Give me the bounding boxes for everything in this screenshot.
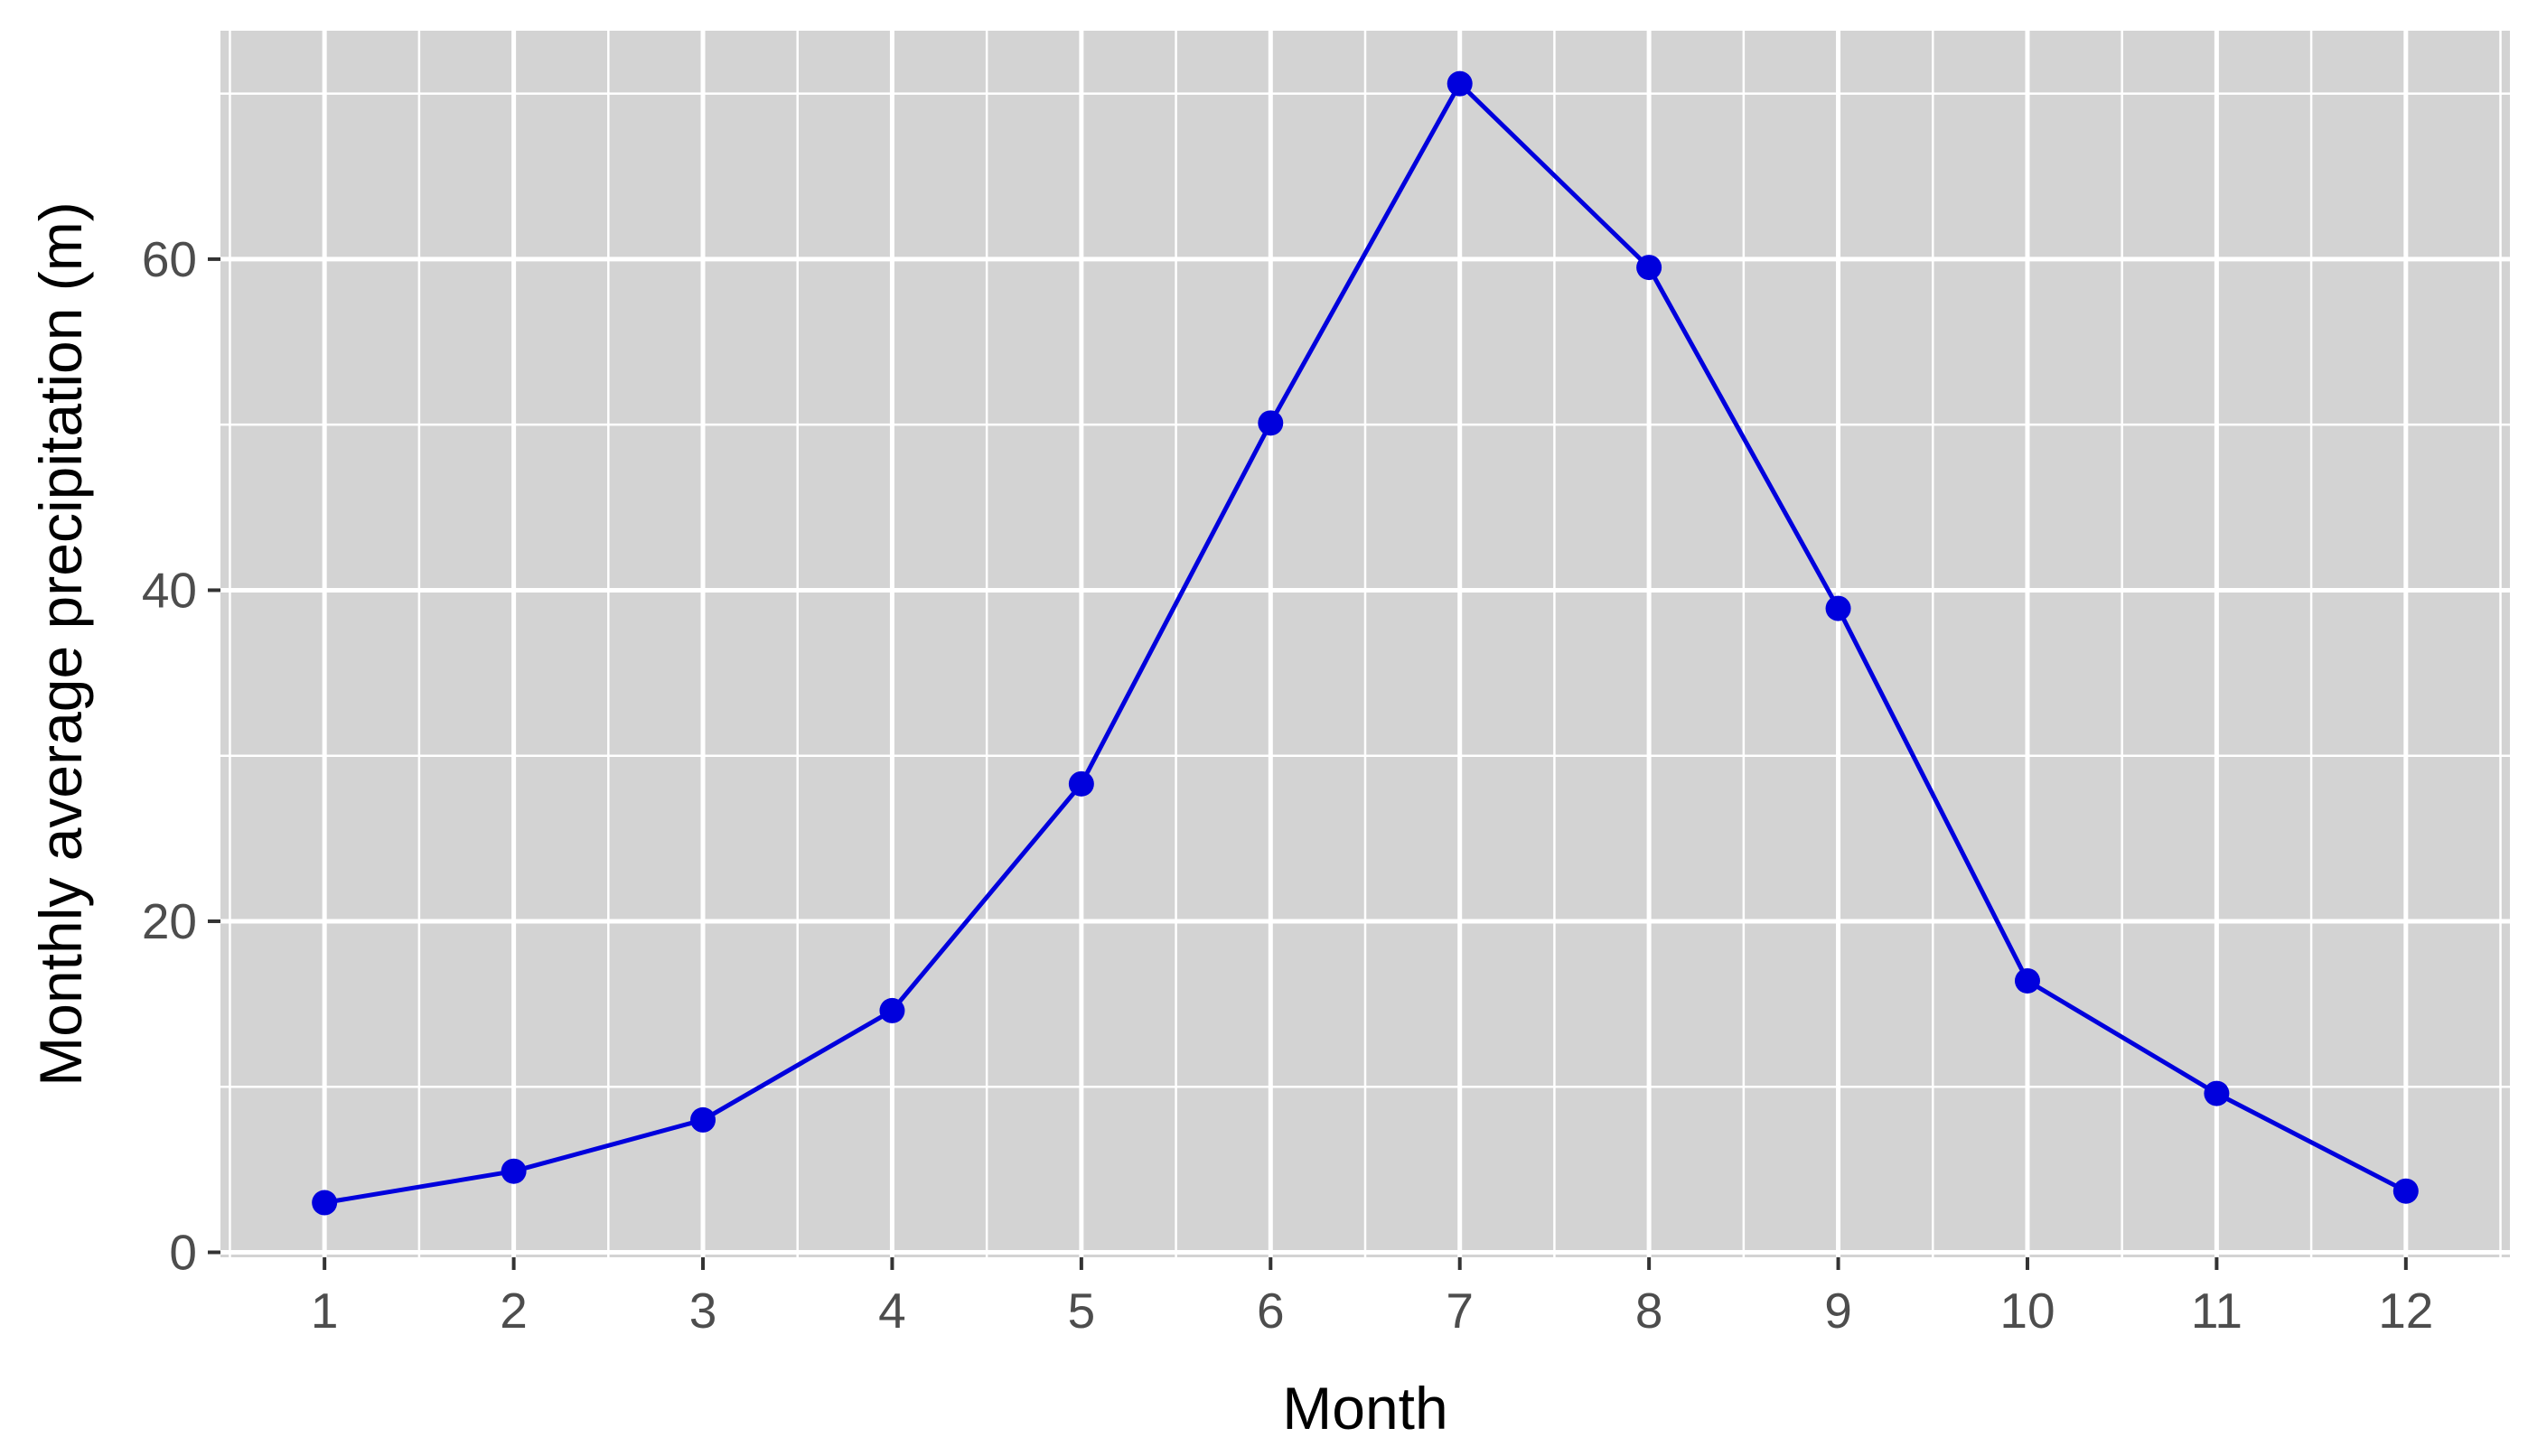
series-line	[323, 81, 2407, 1205]
x-axis-title: Month	[1282, 1375, 1447, 1442]
y-tick-label: 20	[142, 893, 197, 949]
data-point	[690, 1106, 716, 1133]
y-axis-tick-labels: 0 20 40 60	[142, 231, 197, 1281]
x-tick-label: 6	[1257, 1283, 1285, 1339]
x-tick-label: 10	[1999, 1283, 2055, 1339]
x-tick-label: 2	[500, 1283, 528, 1339]
data-point	[2204, 1080, 2230, 1106]
data-point	[1068, 770, 1094, 797]
x-tick-label: 8	[1635, 1283, 1663, 1339]
x-tick-label: 4	[878, 1283, 906, 1339]
minor-gridlines	[220, 31, 2510, 1257]
y-tick-label: 0	[169, 1225, 197, 1281]
x-tick-label: 9	[1824, 1283, 1852, 1339]
data-point	[1825, 595, 1851, 621]
data-point	[879, 997, 905, 1023]
data-point	[1258, 410, 1284, 436]
axis-ticks	[208, 257, 2408, 1270]
x-axis-tick-labels: 1 2 3 4 5 6 7 8 9 10 11 12	[311, 1283, 2434, 1339]
data-point	[312, 1190, 338, 1216]
major-gridlines	[220, 31, 2510, 1257]
x-tick-label: 11	[2191, 1283, 2242, 1339]
data-point	[501, 1158, 527, 1184]
data-point	[1447, 70, 1473, 97]
x-tick-label: 7	[1446, 1283, 1474, 1339]
data-point	[2392, 1178, 2419, 1204]
y-axis-title: Monthly average precipitation (m)	[27, 201, 94, 1086]
data-point	[1636, 255, 1662, 281]
x-tick-label: 12	[2378, 1283, 2433, 1339]
data-point	[2014, 967, 2040, 994]
y-tick-label: 40	[142, 562, 197, 618]
x-tick-label: 1	[311, 1283, 339, 1339]
x-tick-label: 5	[1068, 1283, 1096, 1339]
data-points	[312, 70, 2419, 1216]
y-tick-label: 60	[142, 231, 197, 287]
x-tick-label: 3	[689, 1283, 717, 1339]
